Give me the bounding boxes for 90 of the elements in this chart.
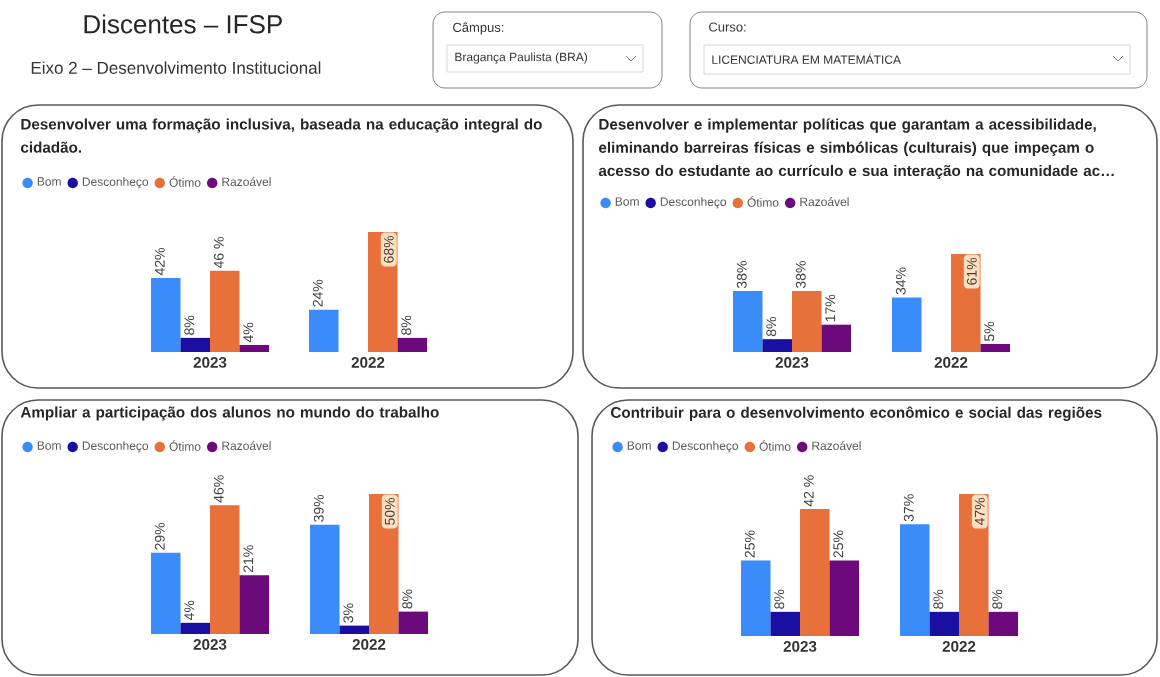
bar [829, 560, 860, 636]
data-label: 29% [154, 522, 165, 550]
bar [210, 270, 240, 353]
bar [309, 309, 339, 353]
bar [900, 524, 930, 636]
bar [988, 611, 1019, 636]
data-label: 4% [184, 600, 195, 621]
data-label: 8% [766, 317, 777, 337]
x-tick-label: 2022 [942, 641, 976, 652]
legend-label: Desconheço [660, 197, 727, 209]
data-label: 24% [312, 279, 323, 307]
x-tick-label: 2022 [352, 639, 386, 650]
data-label: 17% [825, 294, 836, 322]
data-label: 25% [833, 530, 844, 558]
data-label: 37% [903, 494, 914, 522]
bar [792, 290, 822, 353]
data-label: 50% [384, 497, 395, 525]
legend-label: Ótimo [169, 176, 201, 187]
bar [821, 324, 852, 353]
bar [239, 575, 269, 634]
bar [762, 339, 793, 353]
data-label: 38% [736, 261, 747, 289]
bar [239, 344, 269, 353]
legend-label: Desconheço [82, 177, 149, 189]
data-label: 46% [213, 475, 224, 503]
bar [151, 277, 181, 353]
text: Bragança Paulista (BRA) [455, 52, 588, 64]
bar [397, 337, 428, 353]
legend-label: Ótimo [169, 440, 201, 451]
bar [180, 622, 211, 634]
data-label: 34% [895, 267, 906, 295]
bar [741, 560, 771, 636]
x-tick-label: 2022 [934, 357, 968, 368]
data-label: 21% [243, 545, 254, 573]
legend-label: Ótimo [747, 196, 779, 207]
data-label: 4% [243, 322, 254, 343]
data-label: 38% [795, 261, 806, 289]
bar [398, 611, 429, 634]
data-label: 8% [401, 315, 412, 335]
data-label: 25% [744, 530, 755, 558]
bar [210, 505, 240, 634]
x-tick-label: 2023 [783, 641, 817, 652]
legend-label: Bom [627, 441, 651, 450]
x-tick-label: 2023 [193, 639, 227, 650]
bar [151, 552, 181, 634]
data-label: 42 % [803, 475, 814, 507]
legend-label: Razoável [800, 197, 849, 207]
bar [770, 611, 801, 636]
x-tick-label: 2022 [351, 357, 385, 368]
data-label: 61% [966, 257, 977, 285]
text: Eixo 2 – Desenvolvimento Institucional [31, 61, 321, 74]
text: Curso: [709, 22, 746, 32]
chart-title: Desenvolver uma formação inclusiva, baseada na educação integral do cidadão. [21, 118, 542, 153]
data-label: 5% [984, 321, 995, 341]
data-label: 8% [402, 589, 413, 609]
bar [339, 625, 370, 634]
bar [310, 524, 340, 634]
data-label: 42% [154, 247, 165, 276]
chart-title: Desenvolver e implementar políticas que garantam a acessibilidade, eliminando barreiras físicas e simbólicas (culturais) que impeçam o acesso do estudante ao currículo e sua interação na comunidade ac… [598, 118, 1114, 180]
legend-label: Bom [37, 177, 61, 186]
legend-label: Razoável [222, 177, 271, 187]
legend-label: Bom [37, 441, 61, 450]
data-label: 8% [184, 315, 195, 335]
data-label: 46 % [213, 237, 224, 269]
chart-title: Ampliar a participação dos alunos no mundo do trabalho [20, 406, 439, 421]
text: LICENCIATURA EM MATEMÁTICA [712, 53, 901, 64]
bar [800, 509, 830, 636]
data-label: 68% [383, 235, 394, 263]
data-label: 39% [313, 494, 324, 522]
bar [180, 337, 211, 353]
legend-label: Desconheço [82, 441, 149, 453]
legend-label: Desconheço [672, 441, 739, 453]
chart-title: Contribuir para o desenvolvimento econômico e social das regiões [611, 406, 1102, 421]
bar [892, 297, 922, 353]
bar [929, 611, 960, 636]
text: Câmpus: [453, 22, 504, 35]
legend-label: Razoável [222, 441, 271, 451]
legend-label: Razoável [812, 441, 861, 451]
x-tick-label: 2023 [193, 357, 227, 368]
bar [733, 290, 763, 353]
data-label: 8% [774, 589, 785, 609]
data-label: 8% [933, 589, 944, 609]
legend-label: Bom [615, 197, 639, 206]
data-label: 8% [992, 589, 1003, 609]
data-label: 3% [343, 603, 354, 623]
legend-label: Ótimo [759, 440, 791, 451]
bar [980, 343, 1010, 353]
data-label: 47% [974, 497, 985, 526]
text: Discentes – IFSP [84, 14, 282, 34]
x-tick-label: 2023 [775, 357, 809, 368]
